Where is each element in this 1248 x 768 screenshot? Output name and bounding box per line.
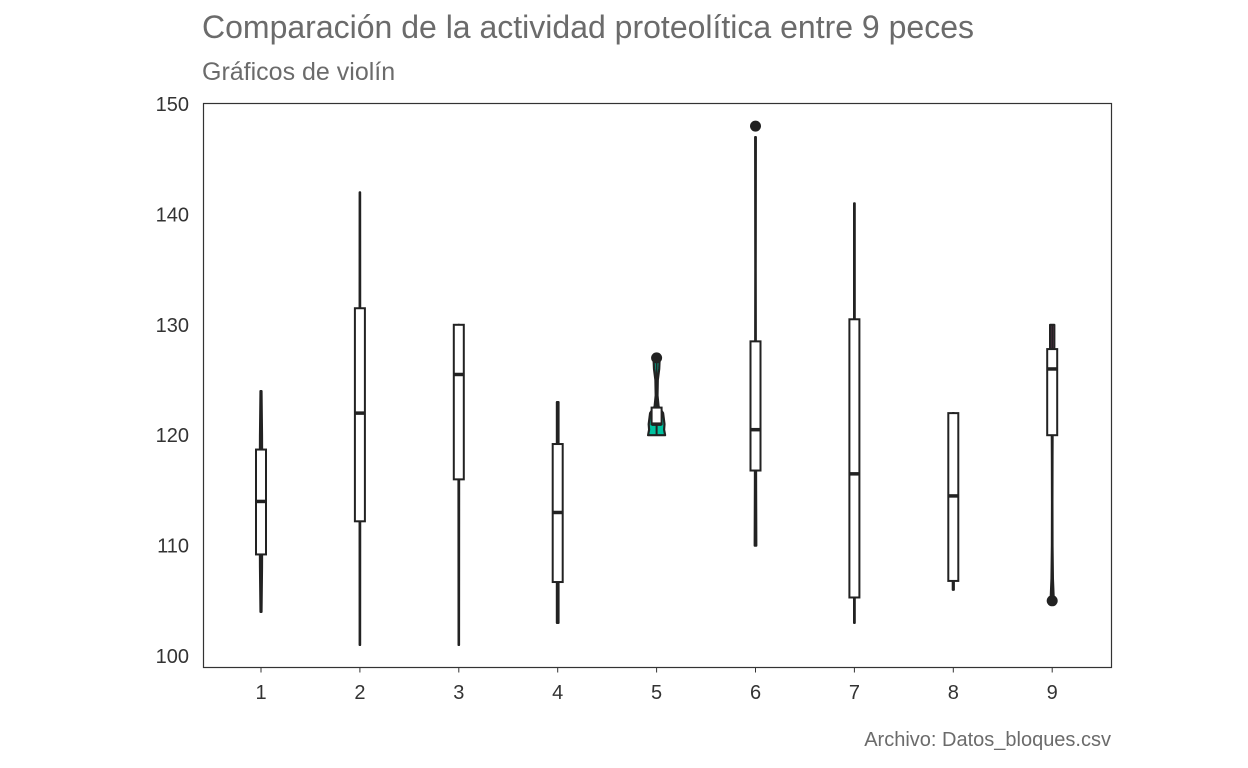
chart-title: Comparación de la actividad proteolítica… (202, 9, 974, 45)
y-axis: 100 110 120 130 140 150 (156, 94, 189, 668)
x-tick-label: 8 (948, 682, 959, 704)
x-tick-label: 5 (651, 682, 662, 704)
violin-group-9 (1046, 323, 1059, 607)
violin-group-3 (452, 323, 465, 647)
plot-frame (202, 102, 1113, 669)
source-caption: Archivo: Datos_bloques.csv (864, 729, 1111, 751)
x-tick-label: 7 (849, 682, 860, 704)
x-axis: 1 2 3 4 5 6 7 8 9 (255, 667, 1058, 704)
violin-marks (255, 120, 1059, 647)
iqr-box (650, 406, 663, 426)
y-tick-label: 150 (156, 94, 189, 116)
violin-group-4 (551, 400, 564, 624)
y-tick-label: 110 (157, 536, 189, 558)
outlier-point (651, 352, 663, 364)
x-tick-label: 2 (354, 682, 365, 704)
x-tick-label: 4 (552, 682, 563, 704)
iqr-box (749, 340, 762, 472)
x-tick-label: 1 (255, 682, 266, 704)
violin-group-5 (647, 352, 667, 437)
iqr-box (848, 318, 861, 599)
iqr-box (452, 323, 465, 481)
x-tick-label: 6 (750, 682, 761, 704)
y-tick-label: 100 (156, 646, 189, 668)
y-tick-label: 120 (156, 425, 189, 447)
chart-subtitle: Gráficos de violín (202, 58, 396, 86)
x-tick-label: 3 (453, 682, 464, 704)
violin-group-1 (255, 389, 267, 613)
violin-group-8 (947, 412, 960, 591)
outlier-point (750, 120, 761, 132)
violin-group-2 (353, 191, 366, 647)
y-tick-label: 130 (156, 315, 189, 337)
outlier-point (1046, 595, 1058, 607)
x-tick-label: 9 (1047, 682, 1058, 704)
violin-group-6 (749, 120, 762, 547)
violin-group-7 (848, 202, 861, 624)
iqr-box (1046, 348, 1059, 437)
y-tick-label: 140 (156, 204, 189, 226)
